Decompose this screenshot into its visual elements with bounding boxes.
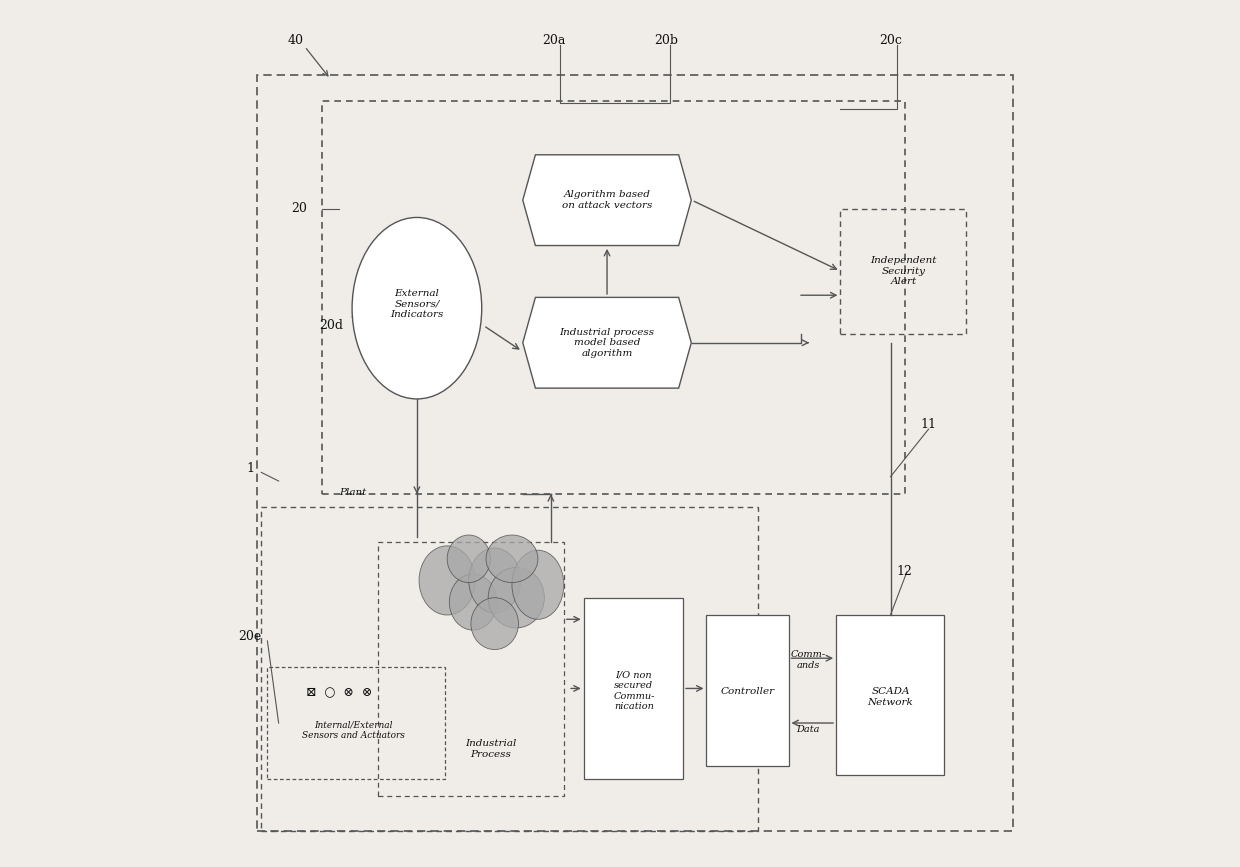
Text: Industrial process
model based
algorithm: Industrial process model based algorithm: [559, 328, 655, 358]
Ellipse shape: [448, 535, 490, 583]
Text: 1: 1: [247, 461, 254, 474]
Text: Independent
Security
Alert: Independent Security Alert: [870, 256, 936, 286]
Text: Data: Data: [796, 726, 820, 734]
Bar: [268, 667, 445, 779]
Text: Industrial
Process: Industrial Process: [465, 740, 516, 759]
Ellipse shape: [469, 548, 521, 613]
Text: 20a: 20a: [542, 34, 565, 47]
Polygon shape: [523, 155, 691, 245]
Text: SCADA
Network: SCADA Network: [868, 688, 914, 707]
Ellipse shape: [352, 218, 481, 399]
Text: Controller: Controller: [720, 687, 775, 695]
Bar: [322, 101, 905, 494]
Text: 20: 20: [291, 202, 308, 215]
Ellipse shape: [512, 551, 564, 619]
Text: 11: 11: [921, 419, 936, 432]
Text: Algorithm based
on attack vectors: Algorithm based on attack vectors: [562, 191, 652, 210]
Text: 40: 40: [288, 34, 304, 47]
Text: I/O non
secured
Commu-
nication: I/O non secured Commu- nication: [613, 671, 655, 711]
Ellipse shape: [471, 597, 518, 649]
Ellipse shape: [486, 535, 538, 583]
Bar: [841, 209, 966, 334]
Text: ⊠  ○  ⊗  ⊗: ⊠ ○ ⊗ ⊗: [306, 687, 372, 700]
Text: External
Sensors/
Indicators: External Sensors/ Indicators: [391, 289, 444, 319]
Ellipse shape: [489, 568, 544, 628]
Bar: [836, 615, 944, 775]
Ellipse shape: [419, 546, 475, 615]
Ellipse shape: [449, 574, 497, 630]
Text: Comm-
ands: Comm- ands: [791, 650, 826, 669]
Text: 20d: 20d: [319, 319, 343, 332]
Bar: [584, 597, 683, 779]
Text: Internal/External
Sensors and Actuators: Internal/External Sensors and Actuators: [303, 720, 405, 740]
Text: 20e: 20e: [238, 630, 262, 643]
Polygon shape: [523, 297, 691, 388]
Bar: [262, 507, 759, 831]
Text: 20c: 20c: [879, 34, 903, 47]
Bar: [257, 75, 1013, 831]
Bar: [378, 542, 564, 797]
Text: 20b: 20b: [655, 34, 678, 47]
Text: 12: 12: [897, 565, 913, 578]
Text: Plant: Plant: [339, 488, 366, 497]
Bar: [707, 615, 789, 766]
